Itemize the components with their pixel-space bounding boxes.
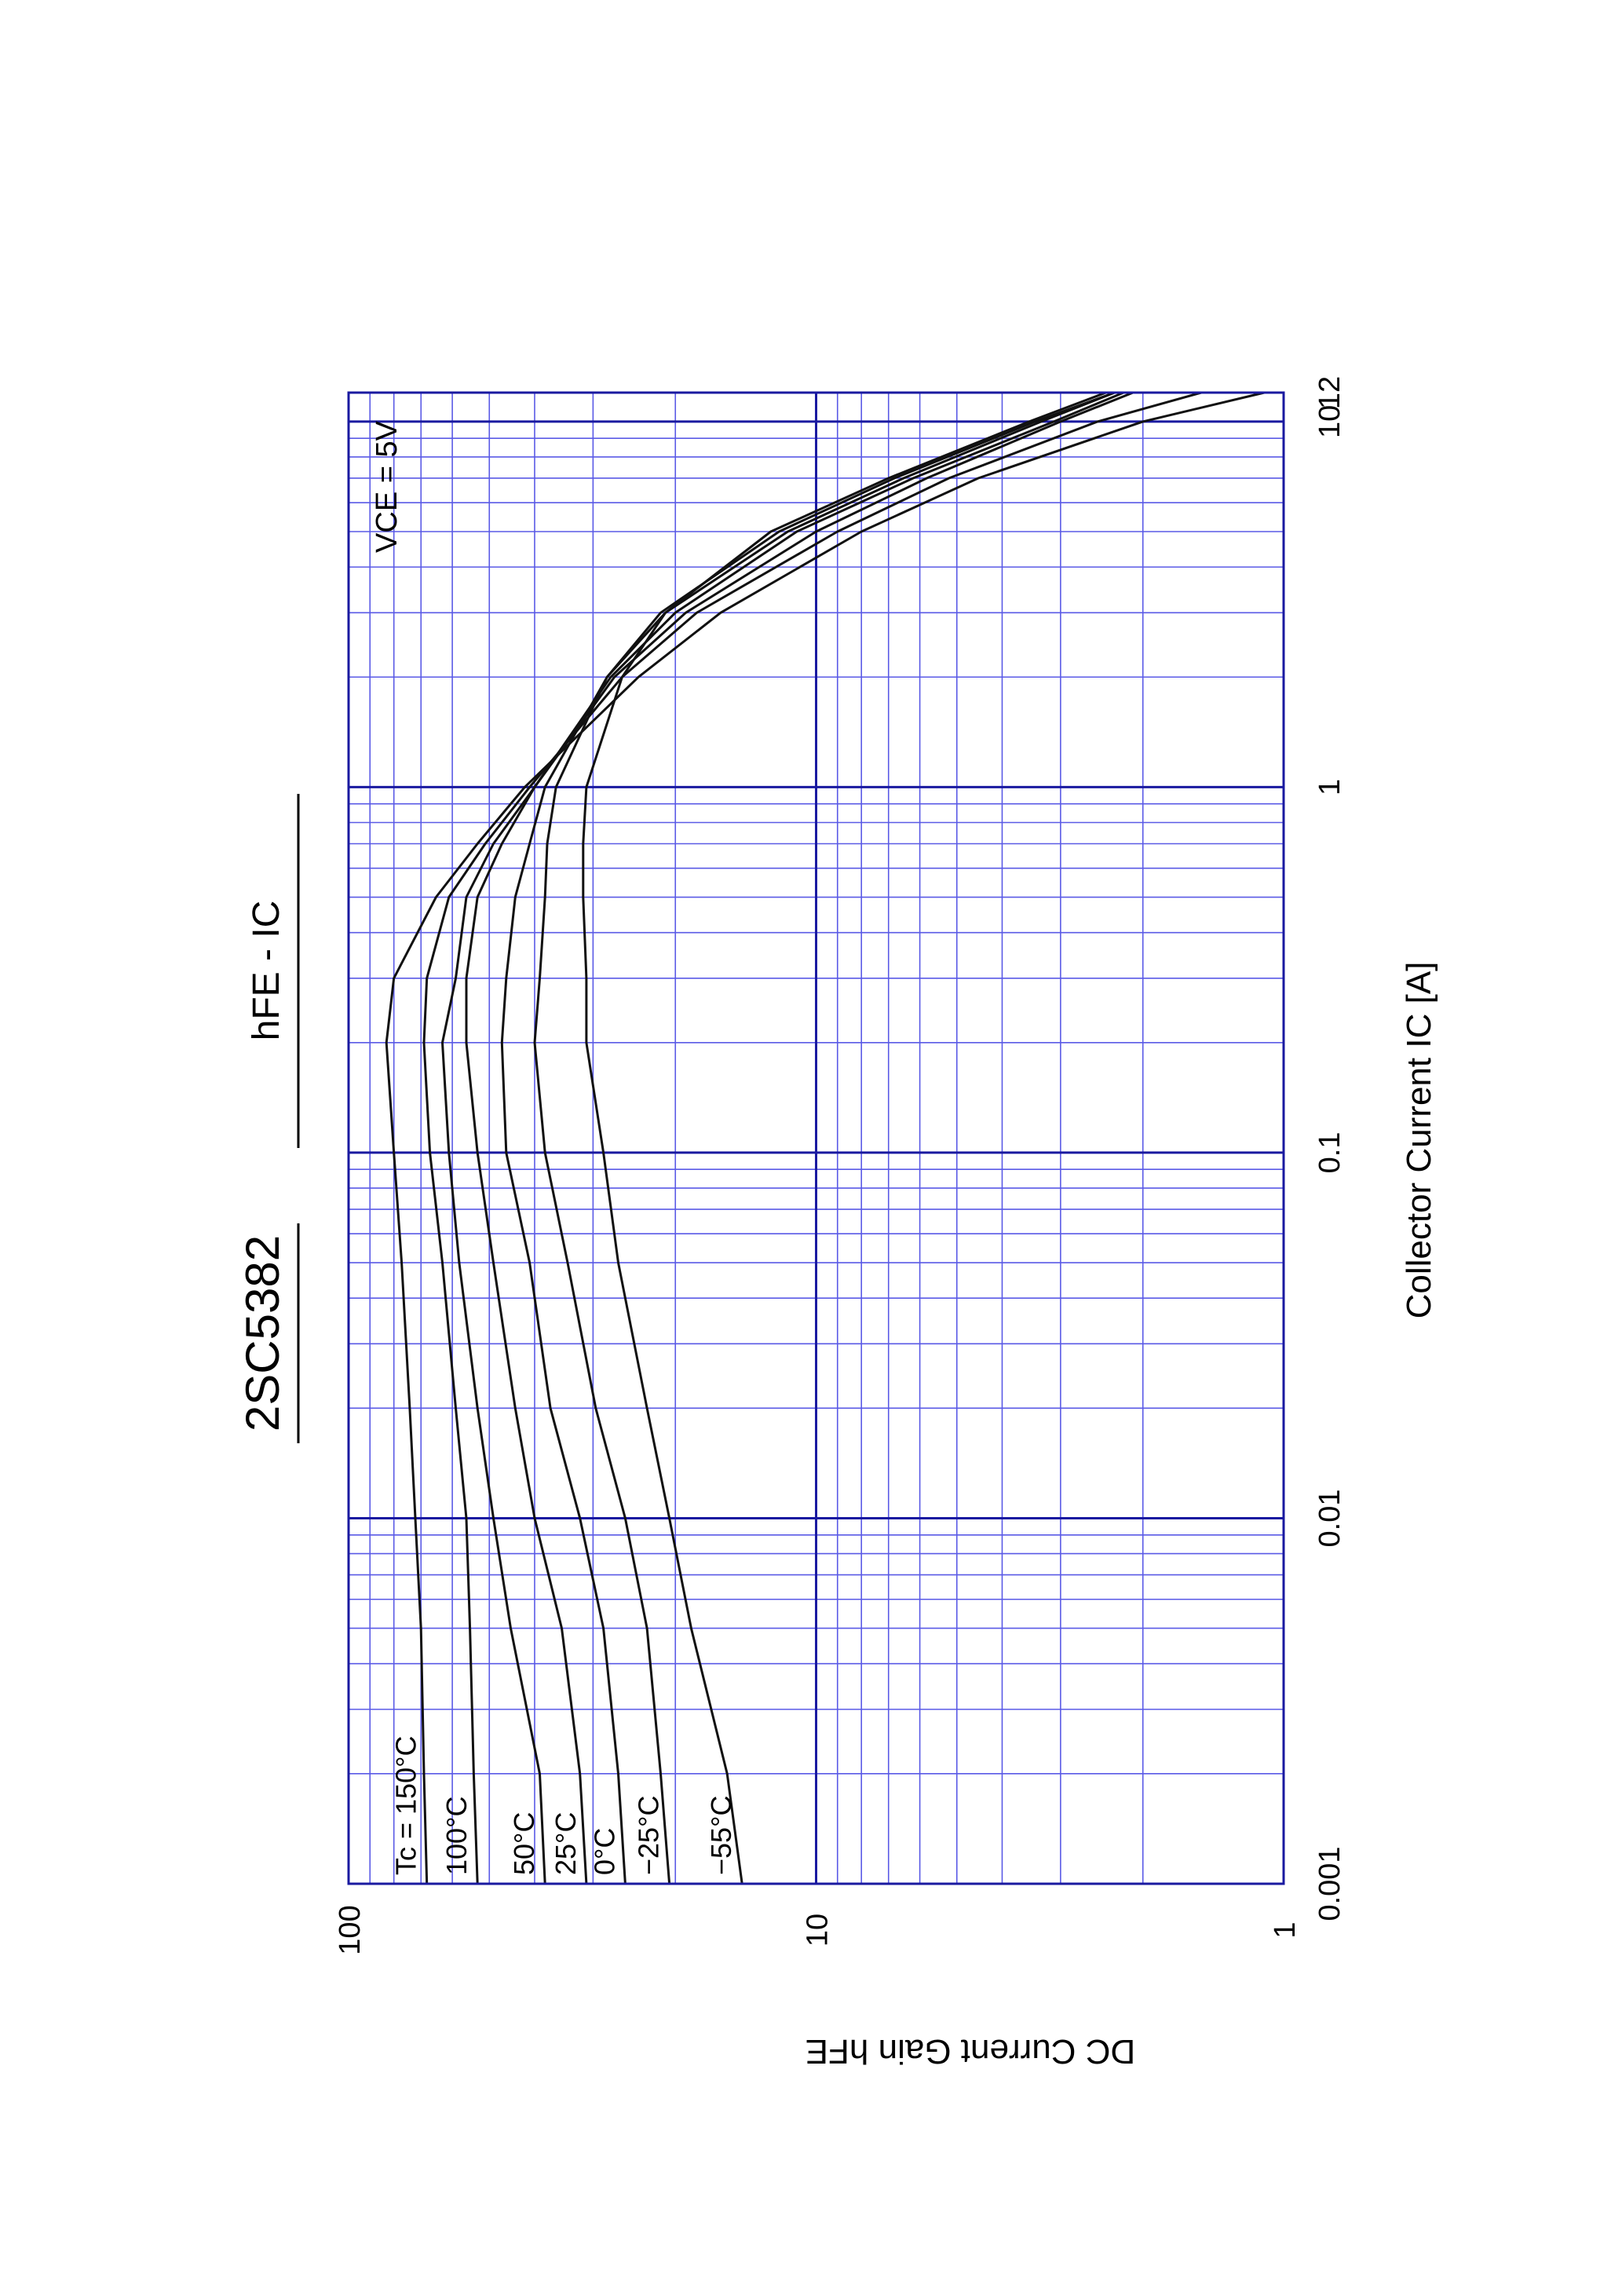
series-label: Tc = 150°C [390, 1736, 422, 1876]
x-tick-label: 0.001 [1313, 1846, 1346, 1921]
x-tick-label: 0.1 [1313, 1132, 1346, 1174]
grid [347, 391, 1285, 1885]
curve [533, 391, 1116, 1885]
y-tick-label: 1 [1269, 1921, 1302, 1938]
x-tick-label: 12 [1313, 376, 1346, 409]
x-tick-label: 10 [1313, 405, 1346, 438]
curve [441, 391, 1134, 1885]
curve [582, 391, 1107, 1885]
curve [422, 391, 1202, 1885]
series-label: 100°C [440, 1797, 473, 1875]
plot-frame [347, 391, 1285, 1885]
annotation: VCE = 5V [371, 420, 404, 553]
series-label: −25°C [633, 1796, 665, 1875]
curve [500, 391, 1116, 1885]
chart-title: 2SC5382 [236, 1235, 289, 1431]
y-tick-label: 10 [802, 1914, 835, 1947]
x-axis-title: Collector Current IC [A] [1400, 962, 1438, 1319]
series-label: −55°C [705, 1796, 737, 1875]
curves [385, 391, 1265, 1885]
series-label: 25°C [550, 1812, 582, 1875]
curve [385, 391, 1265, 1885]
x-tick-label: 1 [1313, 779, 1346, 795]
y-axis-title: DC Current Gain hFE [806, 2032, 1136, 2071]
y-tick-label: 100 [334, 1905, 367, 1954]
curve [465, 391, 1124, 1885]
series-label: 50°C [508, 1812, 540, 1875]
chart-subtitle: hFE - IC [246, 901, 287, 1041]
x-tick-label: 0.01 [1313, 1489, 1346, 1547]
series-label: 0°C [588, 1828, 620, 1875]
